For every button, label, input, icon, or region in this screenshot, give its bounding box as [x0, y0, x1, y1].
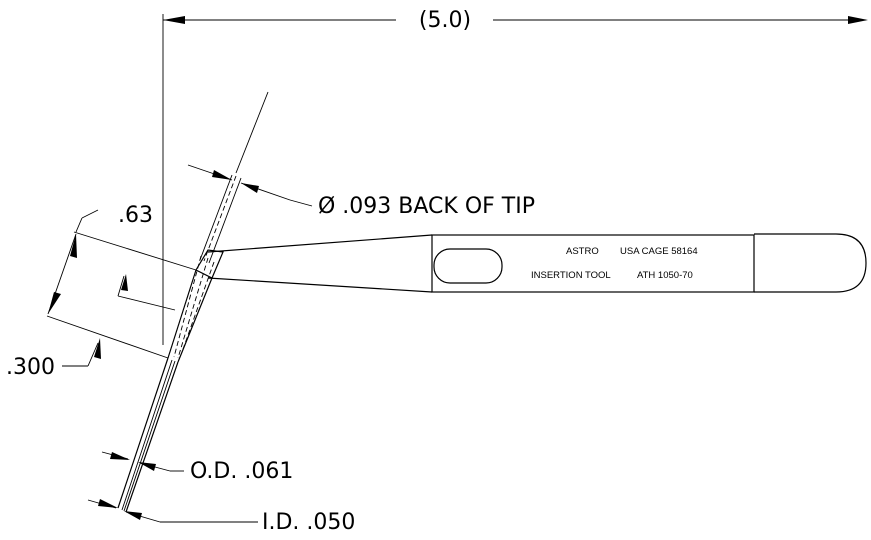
tool-name-label: INSERTION TOOL — [531, 270, 611, 281]
offset-label: .300 — [6, 355, 55, 380]
hidden-line-1 — [173, 255, 202, 358]
offset-indicator — [117, 274, 176, 311]
id-arrow-left — [98, 499, 118, 508]
tip-insert — [167, 249, 224, 363]
tip-centerline — [235, 91, 269, 174]
leader-63-drop — [75, 217, 83, 233]
ext-line-top — [73, 231, 197, 271]
tube-outer-right — [125, 361, 179, 513]
arrow-63-bottom — [48, 292, 61, 314]
inner-diameter-dimension: I.D. .050 — [87, 499, 355, 535]
tip-head — [195, 249, 224, 279]
offset-leader — [117, 295, 176, 311]
offset-arrow-shaft — [117, 275, 125, 297]
od-arrow-left — [110, 452, 130, 460]
arrow-300 — [94, 338, 101, 359]
needle-tube — [117, 357, 179, 513]
tip-edge-left — [199, 174, 233, 261]
tool-cage-label: USA CAGE 58164 — [620, 246, 698, 257]
overall-length-dimension: (5.0) — [162, 8, 868, 345]
offset-arrowhead — [121, 274, 128, 291]
taper-bottom — [207, 277, 433, 293]
inner-diameter-label: I.D. .050 — [262, 510, 355, 535]
outer-diameter-label: O.D. .061 — [190, 459, 293, 484]
leader-300 — [87, 342, 99, 367]
overall-length-label: (5.0) — [419, 8, 471, 33]
grip-body — [431, 234, 755, 293]
leader-63 — [81, 209, 99, 219]
tip-length-dimension: .63 — [46, 203, 197, 359]
back-of-tip-label: Ø .093 BACK OF TIP — [318, 194, 535, 219]
tip-hidden-line — [203, 175, 237, 262]
hidden-line-3 — [181, 261, 215, 353]
tool-handle: ASTRO USA CAGE 58164 INSERTION TOOL ATH … — [207, 233, 867, 293]
od-arrow-right — [138, 462, 156, 471]
tool-brand-label: ASTRO — [566, 246, 599, 257]
tip-arrow-left — [212, 170, 232, 180]
ext-line-bottom — [46, 315, 169, 359]
arrowhead-right — [848, 16, 868, 24]
tip-edge-right — [208, 177, 242, 264]
arrow-63-top — [70, 234, 77, 258]
tip-leader — [289, 199, 313, 207]
hidden-line-2 — [177, 257, 209, 359]
outer-diameter-dimension: O.D. .061 — [101, 451, 293, 484]
tip-shank-left — [167, 269, 197, 359]
taper-top — [207, 234, 433, 253]
id-arrow-right — [124, 511, 142, 520]
end-cap — [754, 233, 867, 293]
tube-outer-left — [117, 357, 169, 509]
tip-arrow-right — [241, 183, 259, 193]
arrowhead-left — [163, 16, 185, 24]
tube-inner-left — [121, 359, 173, 511]
tool-part-number-label: ATH 1050-70 — [637, 270, 693, 281]
offset-dimension: .300 — [6, 338, 101, 380]
tip-length-label: .63 — [118, 203, 153, 228]
back-of-tip-dimension: Ø .093 BACK OF TIP — [187, 164, 535, 264]
tube-inner-right — [123, 360, 176, 512]
grip-slot — [433, 248, 503, 284]
